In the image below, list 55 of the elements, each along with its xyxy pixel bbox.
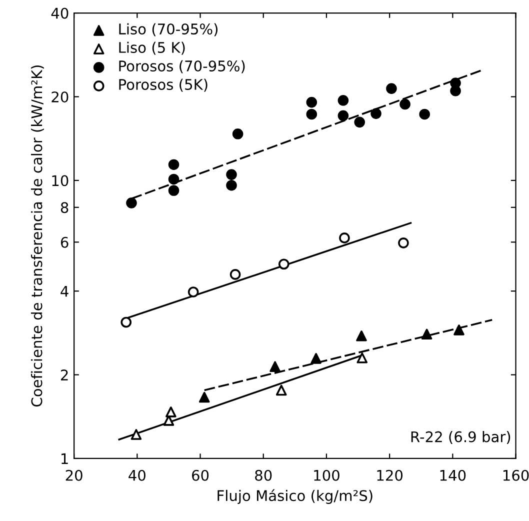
point: [306, 108, 318, 120]
y-tick-label: 10: [52, 175, 68, 186]
x-tick-label: 140: [440, 470, 466, 481]
point: [226, 180, 237, 191]
point: [168, 185, 180, 196]
point: [454, 324, 464, 336]
point: [356, 352, 368, 364]
point: [450, 85, 461, 96]
y-tick-label: 2: [60, 369, 68, 380]
legend-label: Liso (5 K): [119, 42, 185, 55]
point: [278, 258, 290, 270]
point: [419, 108, 430, 120]
point: [306, 96, 318, 108]
point: [270, 361, 280, 372]
point: [356, 330, 367, 342]
point: [226, 169, 237, 180]
x-tick-label: 120: [377, 470, 403, 481]
point: [398, 238, 409, 248]
x-axis-title: Flujo Másico (kg/m²S): [218, 489, 372, 504]
point: [338, 95, 349, 106]
y-tick-label: 6: [60, 236, 68, 248]
x-tick-label: 160: [503, 470, 529, 481]
point: [188, 286, 199, 298]
point: [354, 116, 366, 128]
point: [421, 328, 432, 340]
y-tick-label: 1: [62, 453, 68, 464]
point: [386, 83, 397, 94]
point: [120, 316, 132, 328]
y-tick-label: 8: [60, 202, 68, 214]
point: [198, 392, 210, 403]
point: [370, 108, 382, 119]
y-tick-label: 20: [52, 91, 68, 102]
point: [339, 232, 350, 244]
point: [310, 353, 322, 364]
x-tick-label: 40: [128, 470, 146, 481]
y-tick-label: 4: [60, 286, 68, 297]
point: [166, 406, 176, 418]
point: [230, 269, 241, 280]
y-axis-title: Coeficiente de transferencia de calor (kW/m²K): [30, 65, 44, 406]
point: [168, 174, 180, 185]
x-tick-label: 80: [255, 470, 272, 481]
point: [130, 429, 142, 440]
point: [338, 110, 349, 122]
x-tick-label: 100: [314, 470, 340, 481]
legend-label: Porosos (70-95%): [119, 60, 245, 74]
point: [126, 198, 137, 208]
point: [400, 98, 410, 110]
point: [232, 128, 244, 140]
point: [168, 159, 180, 170]
legend-label: Liso (70-95%): [119, 23, 218, 36]
x-tick-label: 60: [192, 470, 209, 481]
legend-label: Porosos (5K): [119, 78, 208, 92]
annotation: R-22 (6.9 bar): [411, 431, 510, 444]
point: [276, 384, 287, 396]
y-tick-label: 40: [51, 8, 68, 19]
